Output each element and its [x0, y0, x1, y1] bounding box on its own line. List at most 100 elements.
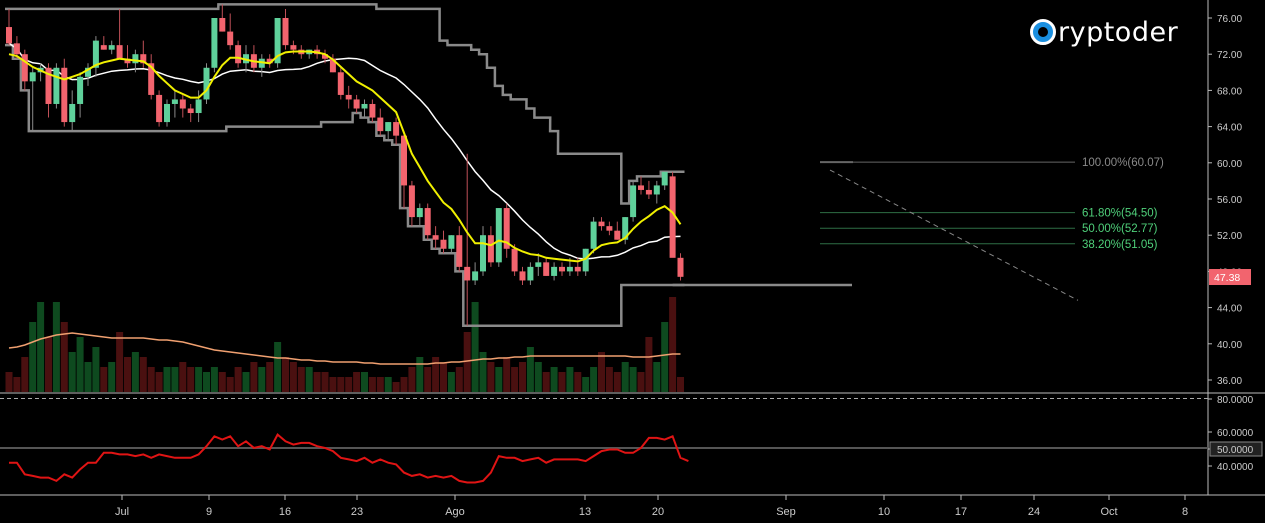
volume-bar — [416, 357, 424, 392]
candle — [274, 18, 281, 64]
time-tick-label: 8 — [1182, 506, 1188, 518]
candle — [282, 18, 289, 46]
time-tick-label: 9 — [206, 506, 212, 518]
volume-bar — [400, 377, 408, 392]
volume-bar — [274, 342, 282, 392]
volume-bar — [321, 372, 329, 392]
volume-bar — [337, 377, 345, 392]
price-tick-label: 40.00 — [1217, 340, 1242, 351]
ema-line — [8, 50, 682, 263]
time-tick-label: Sep — [776, 506, 796, 518]
price-tick-label: 44.00 — [1217, 304, 1242, 315]
volume-bar — [534, 362, 542, 392]
time-tick-label: Ago — [445, 506, 465, 518]
candle — [653, 185, 660, 195]
candle — [472, 271, 479, 281]
candle — [77, 76, 84, 104]
volume-bar — [471, 302, 479, 392]
volume-bar — [621, 362, 629, 392]
channel-upper-line — [5, 3, 685, 205]
volume-bar — [163, 367, 171, 392]
candle — [345, 94, 352, 100]
volume-bar — [582, 377, 590, 392]
candle — [535, 262, 542, 267]
volume-bar — [21, 357, 29, 392]
time-tick-label: 17 — [955, 506, 967, 518]
volume-bar — [37, 302, 45, 392]
candle — [108, 45, 115, 50]
volume-bar — [60, 322, 68, 392]
candle — [527, 266, 534, 281]
candle — [13, 43, 20, 55]
candle — [322, 54, 328, 59]
volume-bar — [266, 362, 274, 392]
price-tick-label: 64.00 — [1217, 123, 1242, 134]
candle — [598, 221, 605, 227]
volume-bar — [100, 367, 108, 392]
candle — [440, 239, 447, 249]
price-tick-label: 68.00 — [1217, 86, 1242, 97]
volume-bar — [76, 337, 84, 392]
fib-level-label: 61.80%(54.50) — [1082, 208, 1158, 220]
candle — [235, 45, 242, 64]
rsi-line — [9, 433, 689, 484]
candle — [53, 67, 60, 104]
time-tick-label: 20 — [652, 506, 664, 518]
volume-bar — [440, 362, 447, 392]
candle — [416, 208, 423, 218]
candle — [21, 54, 28, 82]
volume-bar — [92, 347, 100, 392]
volume-bar — [131, 352, 139, 392]
candle — [361, 103, 368, 109]
time-tick-label: 23 — [351, 506, 363, 518]
fib-level-label: 38.20%(51.05) — [1082, 239, 1158, 251]
volume-bar — [669, 297, 677, 392]
candle — [606, 226, 613, 231]
volume-bar — [68, 352, 76, 392]
volume-bar — [282, 357, 289, 392]
volume-ma-line — [8, 332, 681, 365]
volume-bar — [432, 357, 440, 392]
current-price-label: 47.38 — [1214, 272, 1240, 284]
volume-bar — [455, 367, 463, 392]
volume-bar — [203, 372, 210, 392]
volume-bar — [345, 377, 353, 392]
candle — [614, 230, 621, 240]
volume-bar — [242, 372, 250, 392]
volume-bar — [116, 332, 124, 392]
candle — [559, 266, 565, 272]
candle — [480, 235, 486, 272]
volume-bar — [503, 357, 511, 392]
candle — [645, 189, 652, 195]
candle — [401, 135, 407, 186]
volume-bar — [447, 372, 455, 392]
volume-bar — [195, 367, 203, 392]
candle — [622, 217, 629, 240]
current-price-tag — [1209, 269, 1251, 286]
volume-bar — [629, 367, 637, 392]
candle — [337, 72, 344, 95]
volume-bar — [487, 362, 495, 392]
candle — [85, 67, 91, 77]
volume-bar — [677, 377, 684, 392]
volume-bar — [329, 377, 337, 392]
volume-bar — [424, 367, 432, 392]
price-tick-label: 56.00 — [1217, 195, 1242, 206]
candle — [171, 99, 178, 104]
candle — [203, 67, 210, 100]
volume-bar — [598, 352, 605, 392]
volume-bar — [463, 332, 471, 392]
volume-bar — [226, 377, 234, 392]
candle — [179, 99, 186, 109]
candle — [393, 122, 400, 136]
candle — [29, 72, 36, 82]
sma-line — [8, 42, 681, 260]
volume-bar — [297, 367, 305, 392]
volume-bar — [210, 367, 218, 392]
volume-bar — [526, 347, 534, 392]
brand-name: ryptoder — [1058, 16, 1179, 48]
candle — [156, 94, 163, 123]
volume-bar — [353, 372, 361, 392]
candle — [195, 99, 202, 114]
